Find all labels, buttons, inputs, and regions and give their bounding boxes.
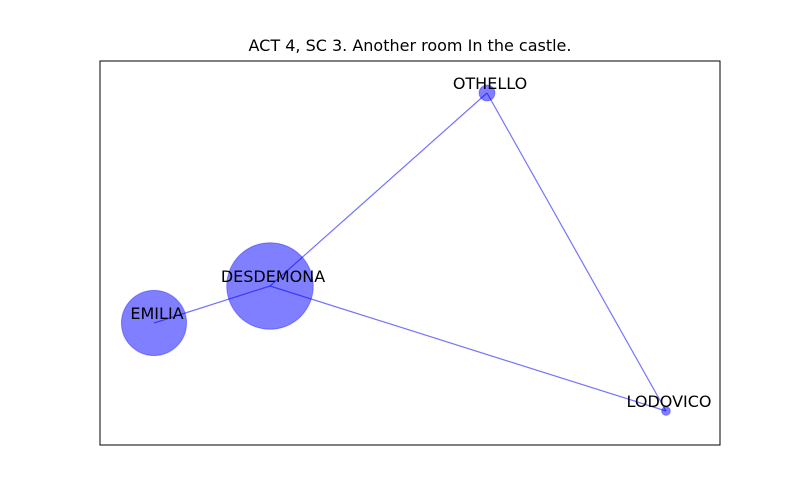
- edge-desdemona-othello: [269, 92, 488, 287]
- node-label-othello: OTHELLO: [453, 74, 527, 93]
- edge-othello-lodovico: [486, 92, 667, 412]
- chart-title: ACT 4, SC 3. Another room In the castle.: [248, 36, 572, 55]
- node-label-emilia: EMILIA: [130, 304, 183, 323]
- node-label-desdemona: DESDEMONA: [221, 267, 325, 286]
- edge-desdemona-lodovico: [269, 285, 667, 412]
- plot-frame: [99, 60, 721, 446]
- edges-layer: [153, 92, 667, 412]
- node-emilia: [120, 289, 188, 357]
- node-othello: [478, 84, 496, 102]
- node-lodovico: [661, 406, 671, 416]
- labels-layer: OTHELLO DESDEMONA EMILIA LODOVICO: [130, 74, 711, 411]
- node-desdemona: [226, 242, 314, 330]
- node-label-lodovico: LODOVICO: [627, 392, 712, 411]
- nodes-layer: [120, 84, 671, 416]
